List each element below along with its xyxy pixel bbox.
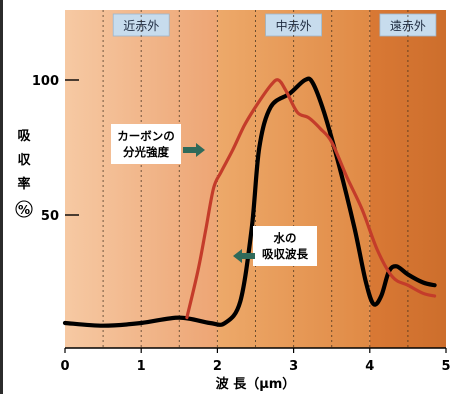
grid-layer: [102, 10, 409, 348]
x-tick-label: 1: [137, 359, 146, 374]
annotation-arrow: [233, 249, 255, 263]
annotation-text: 分光強度: [123, 145, 169, 159]
x-tick-label: 5: [441, 359, 450, 374]
annotation-arrow-head: [196, 143, 205, 157]
annotation-arrow-head: [233, 249, 242, 263]
y-axis-label-char: 吸: [17, 129, 31, 144]
x-tick-label: 2: [213, 359, 222, 374]
axes-layer: 100 50 0 1 2 3 4 5: [32, 74, 451, 374]
y-axis-label-char: %: [18, 203, 30, 217]
x-axis-label: 波 長（μm）: [216, 376, 296, 392]
y-tick-label: 100: [32, 74, 59, 89]
labels-layer: 波 長（μm） 吸収率%: [15, 129, 296, 392]
x-tick-label: 4: [365, 359, 374, 374]
x-tick-label: 3: [289, 359, 298, 374]
annotation-text: カーボンの: [117, 129, 175, 143]
y-tick-label: 50: [41, 209, 59, 224]
y-axis-label-char: 収: [17, 153, 31, 168]
annotation-arrow-shaft: [239, 253, 255, 259]
annotation-box: [111, 124, 181, 164]
x-tick-label: 0: [60, 359, 69, 374]
annotation-arrow: [183, 143, 205, 157]
y-axis-label-char: 率: [17, 176, 30, 192]
y-axis-label-circle: [15, 200, 33, 218]
annotation-box: [253, 226, 317, 266]
carbon-spectrum-line: [185, 78, 437, 320]
series-layer: [62, 76, 437, 328]
annotation-arrow-shaft: [183, 147, 201, 153]
annotation-text: 吸収波長: [262, 247, 308, 261]
annotation-text: 水の: [274, 231, 297, 245]
